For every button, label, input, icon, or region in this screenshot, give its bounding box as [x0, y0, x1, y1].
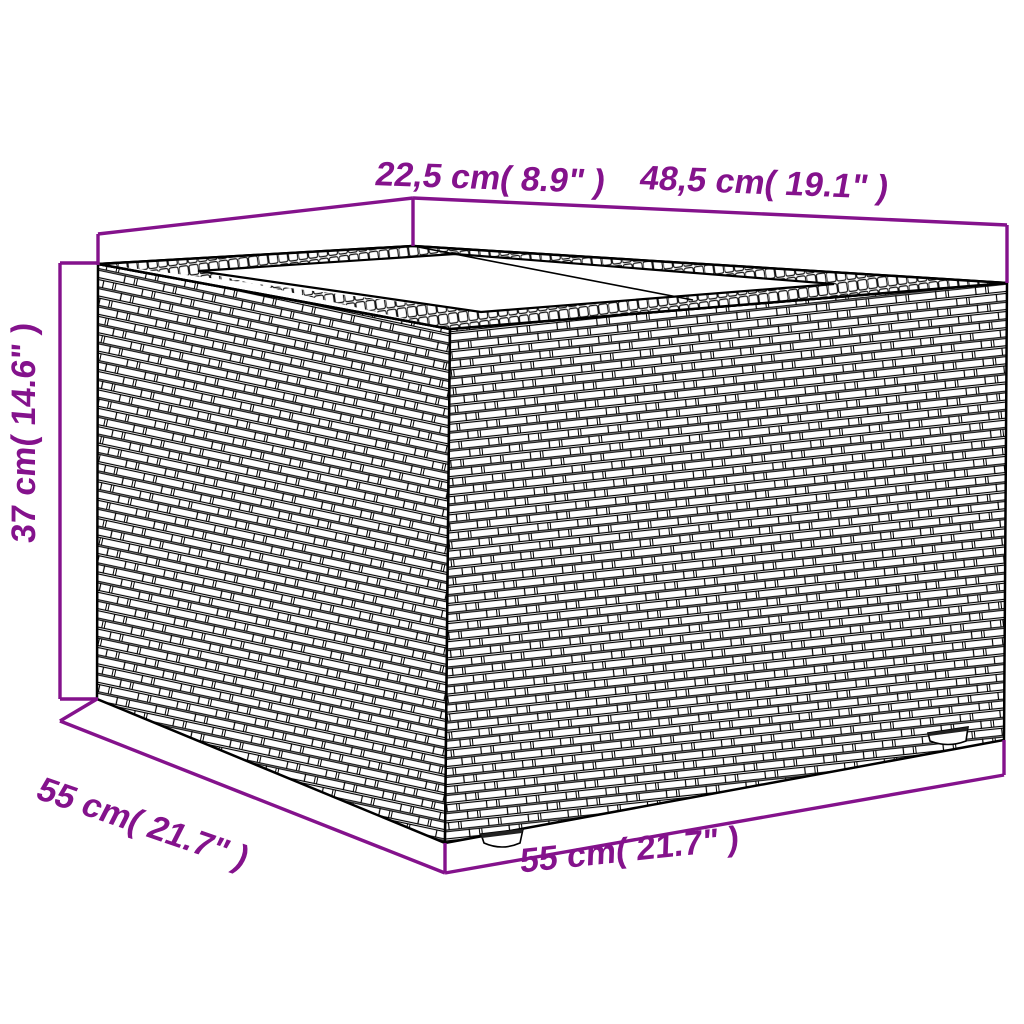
svg-text:22,5 cm( 8.9" ): 22,5 cm( 8.9" ): [372, 155, 608, 201]
svg-text:37 cm( 14.6" ): 37 cm( 14.6" ): [5, 321, 43, 544]
